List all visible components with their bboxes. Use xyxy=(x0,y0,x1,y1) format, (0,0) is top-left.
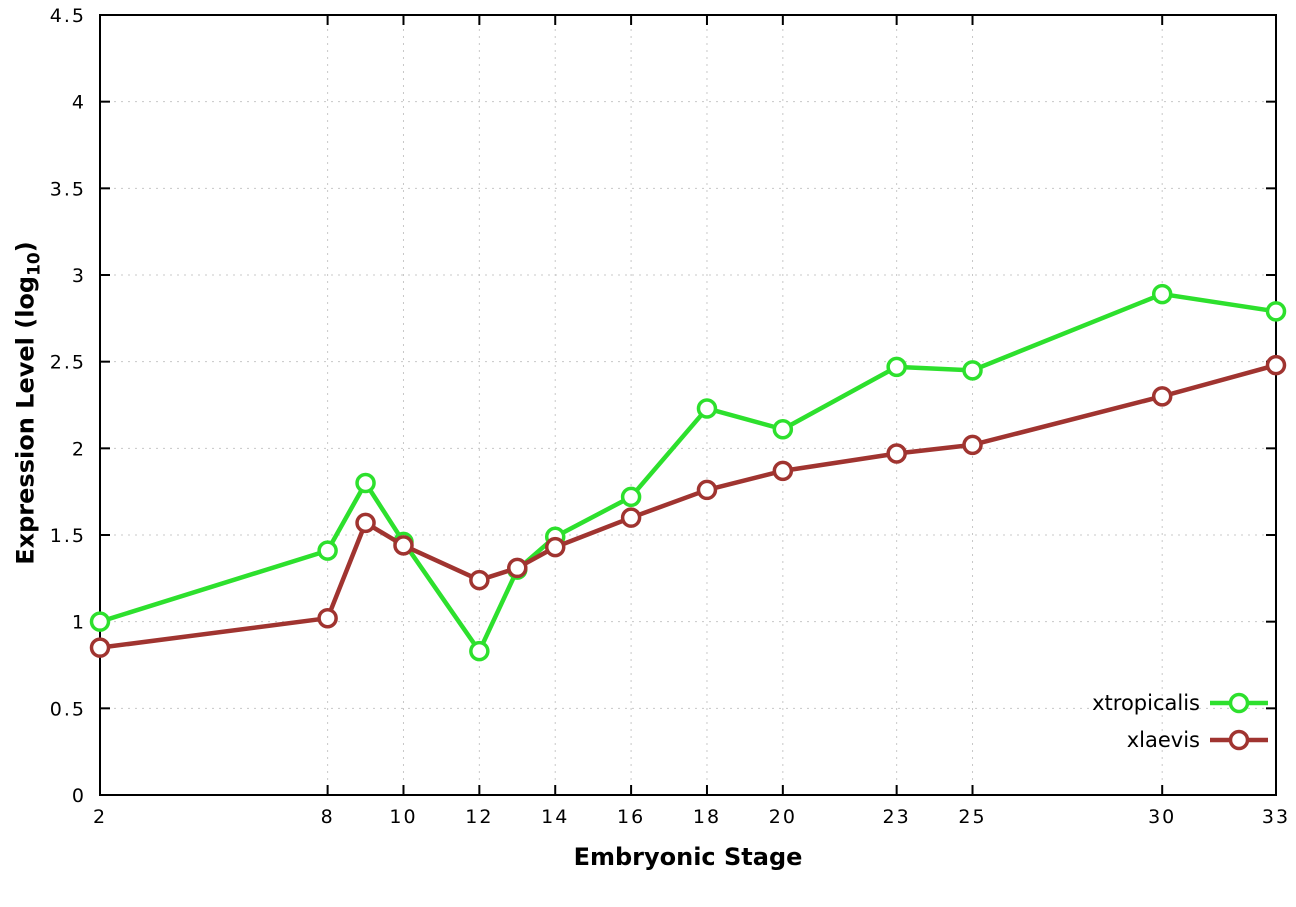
data-point xyxy=(620,507,642,528)
data-point xyxy=(317,607,338,629)
x-axis-label: Embryonic Stage xyxy=(573,843,803,871)
y-tick-label: 4.5 xyxy=(50,5,86,27)
data-point xyxy=(317,540,338,561)
data-point xyxy=(886,356,907,378)
y-tick-label: 1.5 xyxy=(50,525,86,547)
y-tick-label: 3 xyxy=(72,265,86,287)
data-point xyxy=(355,512,376,534)
y-tick-label: 0 xyxy=(72,785,86,807)
y-tick-label: 2.5 xyxy=(50,352,86,374)
data-point xyxy=(89,637,111,658)
data-point xyxy=(772,419,794,440)
x-tick-label: 8 xyxy=(321,806,335,828)
plot-border xyxy=(99,14,1277,796)
x-tick-label: 12 xyxy=(465,806,493,828)
data-point xyxy=(696,479,718,501)
data-point xyxy=(1151,283,1173,305)
x-tick-label: 33 xyxy=(1262,806,1290,828)
x-tick-label: 18 xyxy=(693,806,721,828)
data-point xyxy=(886,443,907,464)
data-point xyxy=(507,557,528,579)
y-axis-label-subscript: 10 xyxy=(24,252,45,276)
y-axis-label: Expression Level (log10) xyxy=(12,241,45,564)
x-tick-label: 23 xyxy=(883,806,911,828)
x-tick-label: 10 xyxy=(389,806,417,828)
y-axis-label-main: Expression Level (log xyxy=(11,275,40,565)
x-tick-label: 2 xyxy=(93,806,107,828)
tick-labels: 2 8 10 12 14 16 18 20 23 25 30 33 0 0.5 1 1.5 2 2.5 3 3.5 4 4… xyxy=(50,5,1290,828)
data-point xyxy=(1151,386,1173,407)
y-tick-label: 2 xyxy=(72,438,86,460)
y-tick-label: 0.5 xyxy=(50,698,86,720)
data-point xyxy=(1265,301,1287,322)
data-point xyxy=(393,535,414,556)
series-xlaevis xyxy=(89,354,1287,658)
legend-marker xyxy=(1228,692,1250,714)
legend-label-xlaevis: xlaevis xyxy=(1127,728,1200,752)
data-point xyxy=(772,460,794,482)
x-tick-label: 20 xyxy=(769,806,797,828)
legend-marker xyxy=(1228,729,1250,751)
data-point xyxy=(1265,354,1287,376)
data-point xyxy=(469,640,490,662)
data-point xyxy=(355,472,376,494)
legend: xtropicalis xlaevis xyxy=(1092,691,1268,752)
data-point xyxy=(469,569,490,591)
data-point xyxy=(89,611,111,632)
x-tick-label: 16 xyxy=(617,806,645,828)
x-tick-label: 30 xyxy=(1148,806,1176,828)
series-line xyxy=(97,291,1279,654)
y-axis-label-end: ) xyxy=(11,241,40,253)
legend-label-xtropicalis: xtropicalis xyxy=(1092,691,1200,715)
y-tick-label: 4 xyxy=(72,92,86,114)
data-point xyxy=(962,360,983,381)
data-point xyxy=(620,486,642,508)
y-tick-label: 1 xyxy=(72,612,86,634)
x-tick-label: 25 xyxy=(958,806,986,828)
data-point xyxy=(962,434,983,456)
y-tick-label: 3.5 xyxy=(50,178,86,200)
axes xyxy=(99,14,1277,796)
data-point xyxy=(544,536,566,558)
x-tick-label: 14 xyxy=(541,806,569,828)
data-point xyxy=(696,398,718,419)
